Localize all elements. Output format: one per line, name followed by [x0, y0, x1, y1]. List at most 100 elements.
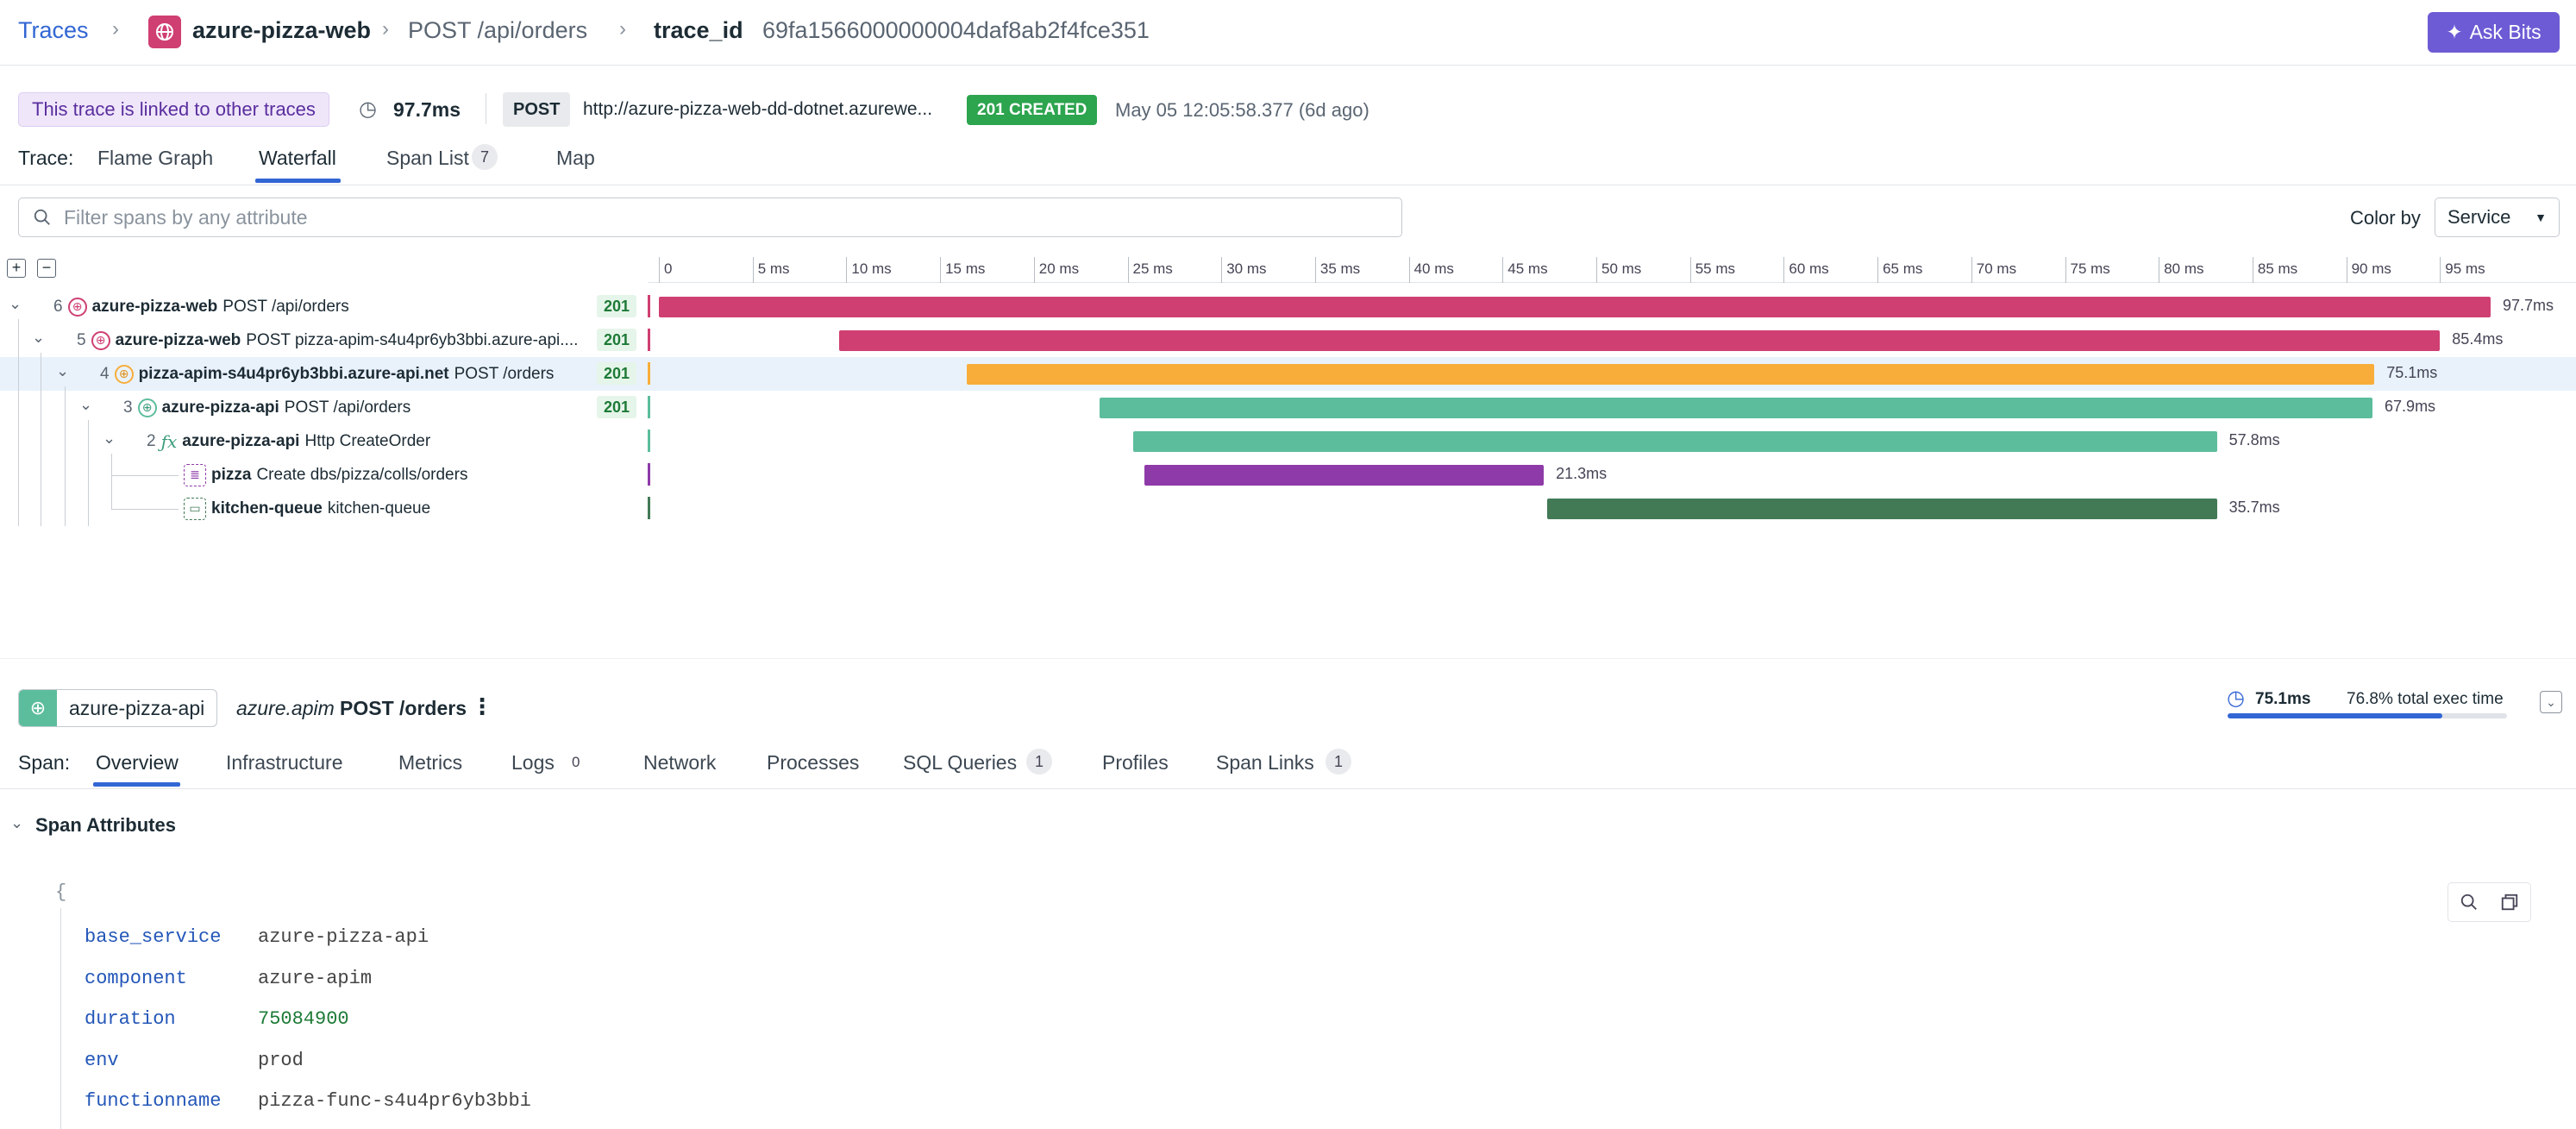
attribute-value[interactable]: pizza-func-s4u4pr6yb3bbi — [258, 1090, 531, 1112]
trace-id-value[interactable]: 69fa1566000000004daf8ab2f4fce351 — [762, 17, 1150, 43]
linked-traces-badge[interactable]: This trace is linked to other traces — [18, 92, 329, 127]
timeline-tick: 45 ms — [1502, 257, 1548, 283]
timeline-tick: 20 ms — [1033, 257, 1079, 283]
span-row[interactable]: ⌄ 3 ⊕ azure-pizza-api POST /api/orders 2… — [0, 391, 2576, 424]
span-row-selected[interactable]: ⌄ 4 ⊕ pizza-apim-s4u4pr6yb3bbi.azure-api… — [0, 357, 2576, 391]
timeline-tick: 65 ms — [1877, 257, 1922, 283]
tab-span-links[interactable]: Span Links — [1216, 751, 1314, 774]
active-tab-indicator — [93, 782, 180, 787]
attribute-value[interactable]: azure-pizza-api — [258, 926, 429, 948]
trace-id-label: trace_id — [654, 17, 743, 43]
search-icon[interactable] — [2448, 883, 2490, 921]
timeline-tick: 90 ms — [2346, 257, 2391, 283]
resource-name[interactable]: POST /api/orders — [408, 17, 588, 43]
chevron-down-icon[interactable]: ⌄ — [79, 396, 93, 413]
span-service: pizza-apim-s4u4pr6yb3bbi.azure-api.net — [138, 364, 449, 383]
span-bar[interactable] — [838, 330, 2441, 351]
span-row[interactable]: ⌄ 6 ⊕ azure-pizza-web POST /api/orders 2… — [0, 290, 2576, 323]
span-service: azure-pizza-api — [182, 431, 300, 450]
span-bar[interactable] — [1144, 465, 1545, 486]
tab-processes[interactable]: Processes — [767, 751, 860, 774]
timeline-tick: 80 ms — [2159, 257, 2203, 283]
chevron-down-icon[interactable]: ⌄ — [32, 329, 46, 346]
tab-span-list[interactable]: Span List — [386, 147, 469, 169]
tab-flame-graph[interactable]: Flame Graph — [97, 147, 214, 169]
span-row[interactable]: ⌄ 2 ƒx azure-pizza-api Http CreateOrder … — [0, 424, 2576, 458]
span-child-count: 5 — [77, 330, 86, 349]
span-row[interactable]: ≣ pizza Create dbs/pizza/colls/orders 21… — [0, 458, 2576, 492]
span-bar[interactable] — [1099, 398, 2373, 418]
tab-sql-queries[interactable]: SQL Queries — [903, 751, 1018, 774]
span-detail-panel — [0, 658, 2576, 659]
span-bar[interactable] — [966, 364, 2375, 385]
function-icon: ƒx — [160, 430, 178, 452]
span-color-marker — [648, 396, 650, 418]
span-color-marker — [648, 430, 650, 452]
trace-tabs-label: Trace: — [18, 147, 74, 169]
span-service-name: azure-pizza-api — [69, 696, 205, 719]
span-status-code: 201 — [597, 329, 636, 351]
collapse-panel-icon[interactable]: ⌄ — [2540, 691, 2562, 713]
span-duration: 67.9ms — [2385, 398, 2436, 415]
tab-profiles[interactable]: Profiles — [1102, 751, 1169, 774]
tab-network[interactable]: Network — [643, 751, 717, 774]
span-color-marker — [648, 295, 650, 317]
http-url[interactable]: http://azure-pizza-web-dd-dotnet.azurewe… — [583, 99, 933, 119]
span-duration: 35.7ms — [2228, 499, 2280, 516]
service-name[interactable]: azure-pizza-web — [192, 17, 372, 43]
expand-all-icon[interactable]: + — [7, 259, 26, 278]
tree-guide — [111, 509, 179, 510]
chevron-down-icon[interactable]: ⌄ — [103, 430, 116, 447]
json-guide — [60, 908, 61, 1129]
attribute-value[interactable]: prod — [258, 1050, 304, 1071]
json-open-brace: { — [55, 881, 67, 903]
span-status-code: 201 — [597, 295, 636, 317]
span-links-count-badge: 1 — [1326, 749, 1351, 775]
more-options-icon[interactable]: ⋮ — [471, 693, 493, 719]
ask-bits-button[interactable]: ✦ Ask Bits — [2428, 12, 2560, 53]
span-duration-summary: 75.1ms — [2255, 690, 2311, 708]
attribute-key: base_service — [85, 926, 222, 948]
span-service: kitchen-queue — [211, 499, 323, 517]
tab-metrics[interactable]: Metrics — [398, 751, 463, 774]
attribute-tools — [2448, 882, 2531, 922]
span-filter-input[interactable]: Filter spans by any attribute — [18, 198, 1402, 237]
span-row[interactable]: ⌄ 5 ⊕ azure-pizza-web POST pizza-apim-s4… — [0, 323, 2576, 357]
http-method-badge: POST — [503, 92, 571, 127]
chevron-down-icon[interactable]: ⌄ — [56, 362, 70, 379]
trace-duration: 97.7ms — [393, 98, 461, 121]
status-badge: 201 CREATED — [967, 95, 1098, 125]
globe-icon: ⊕ — [19, 690, 57, 726]
copy-icon[interactable] — [2490, 883, 2531, 921]
attribute-value[interactable]: 75084900 — [258, 1008, 349, 1030]
clock-icon: ◷ — [359, 97, 377, 121]
timeline-tick: 50 ms — [1596, 257, 1641, 283]
chevron-down-icon[interactable]: ⌄ — [9, 295, 22, 312]
collapse-all-icon[interactable]: − — [37, 259, 56, 278]
breadcrumb-traces[interactable]: Traces — [18, 17, 89, 43]
tab-overview[interactable]: Overview — [96, 751, 179, 774]
timeline-tick: 25 ms — [1127, 257, 1173, 283]
span-service-chip[interactable]: ⊕ azure-pizza-api — [18, 689, 218, 727]
span-resource-title: POST /orders — [340, 697, 467, 719]
span-color-marker — [648, 463, 650, 486]
span-bar[interactable] — [1133, 431, 2217, 452]
tab-logs[interactable]: Logs — [511, 751, 555, 774]
tab-map[interactable]: Map — [556, 147, 595, 169]
attribute-value[interactable]: azure-apim — [258, 968, 373, 989]
color-by-select[interactable]: Service ▼ — [2435, 198, 2560, 237]
tab-waterfall[interactable]: Waterfall — [259, 147, 336, 169]
timeline-axis: 0 5 ms 10 ms 15 ms 20 ms 25 ms 30 ms 35 ms 40 ms… — [648, 257, 2576, 283]
span-bar[interactable] — [659, 297, 2491, 317]
timeline-tick: 55 ms — [1689, 257, 1735, 283]
span-attributes-title[interactable]: Span Attributes — [35, 814, 176, 836]
span-row[interactable]: ▭ kitchen-queue kitchen-queue 35.7ms — [0, 492, 2576, 525]
chevron-right-icon: › — [619, 17, 626, 41]
span-duration: 57.8ms — [2228, 431, 2280, 448]
span-service: azure-pizza-api — [161, 398, 279, 417]
timeline-tick: 85 ms — [2252, 257, 2297, 283]
tab-infrastructure[interactable]: Infrastructure — [226, 751, 343, 774]
span-bar[interactable] — [1547, 499, 2217, 519]
linked-traces-label: This trace is linked to other traces — [32, 98, 316, 120]
chevron-down-icon[interactable]: ⌄ — [10, 814, 24, 831]
